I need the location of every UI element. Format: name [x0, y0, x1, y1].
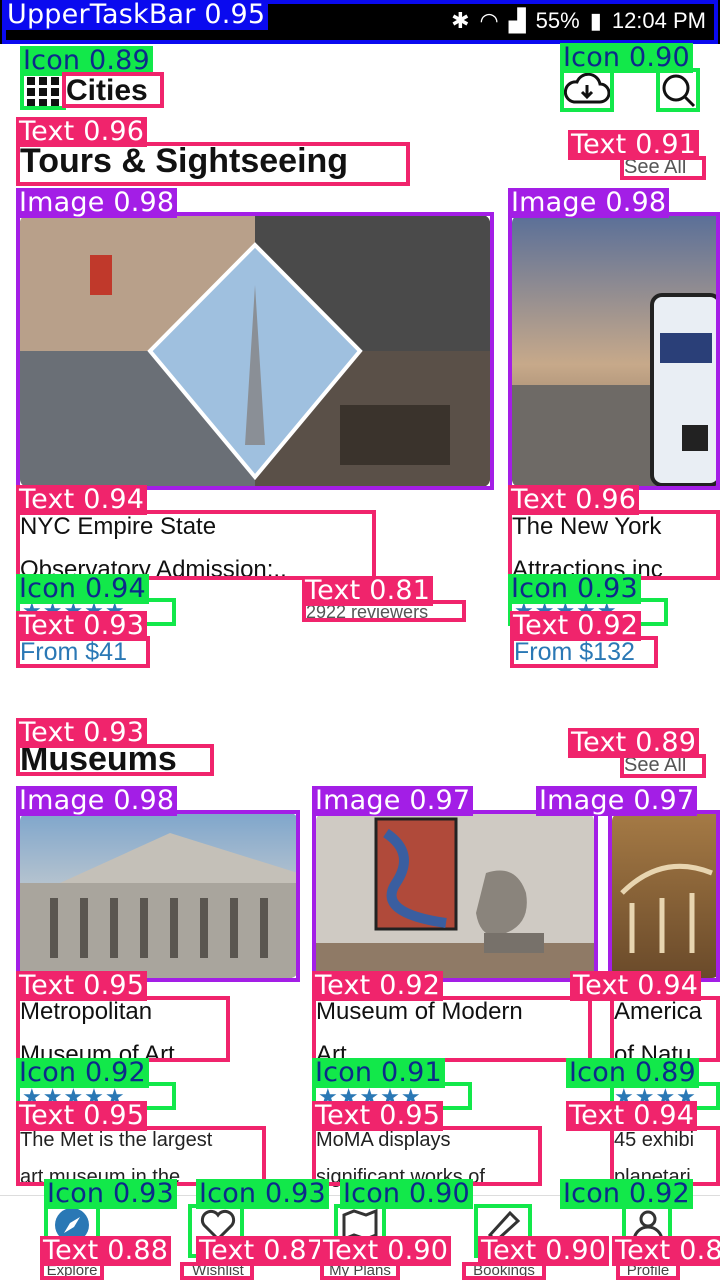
- tours-see-all-link[interactable]: See All: [624, 156, 687, 178]
- detection-label: Text 0.91: [568, 130, 700, 160]
- wifi-icon: ◠: [479, 8, 499, 33]
- museum-description-line: The Met is the largest: [20, 1129, 213, 1151]
- detection-label: Icon 0.94: [16, 574, 149, 604]
- detection-label: Text 0.92: [312, 971, 444, 1001]
- natural-history-image[interactable]: [612, 813, 720, 978]
- detection-label: Text 0.96: [508, 485, 640, 515]
- grid-menu-icon[interactable]: [24, 74, 62, 108]
- detection-label: UpperTaskBar 0.95: [4, 0, 269, 30]
- location-title[interactable]: Cities: [66, 74, 148, 107]
- detection-label: Text 0.94: [566, 1101, 698, 1131]
- bluetooth-icon: ✱: [451, 8, 470, 33]
- tab-wishlist[interactable]: [186, 1205, 250, 1249]
- museum-card-title-line: Museum of Modern: [316, 998, 523, 1025]
- detection-label: Text 0.93: [16, 718, 148, 748]
- detection-label: Text 0.87: [612, 1236, 720, 1266]
- detection-label: Text 0.89: [568, 728, 700, 758]
- search-icon[interactable]: [658, 70, 698, 110]
- detection-label: Icon 0.89: [566, 1058, 699, 1088]
- status-bar: ✱ ◠ ▟ 55% ▮ 12:04 PM: [0, 0, 720, 44]
- detection-label: Text 0.96: [16, 117, 148, 147]
- detection-label: Icon 0.91: [312, 1058, 445, 1088]
- status-icons: ✱ ◠ ▟ 55% ▮ 12:04 PM: [451, 8, 706, 34]
- empire-state-image[interactable]: [20, 215, 490, 487]
- detection-label: Icon 0.90: [560, 43, 693, 73]
- detection-label: Image 0.98: [508, 188, 670, 218]
- tab-explore[interactable]: [40, 1205, 104, 1249]
- museums-see-all-link[interactable]: See All: [624, 754, 687, 776]
- person-icon: [632, 1210, 664, 1242]
- detection-label: Icon 0.89: [20, 46, 153, 76]
- detection-label: Image 0.97: [312, 786, 474, 816]
- detection-label: Text 0.90: [320, 1236, 452, 1266]
- museum-description-line: MoMA displays: [316, 1129, 451, 1151]
- detection-label: Text 0.87: [196, 1236, 328, 1266]
- cloud-download-icon[interactable]: [562, 70, 612, 110]
- tour-card-title-line: The New York: [512, 513, 662, 540]
- clock: 12:04 PM: [611, 8, 706, 33]
- detection-label: Image 0.98: [16, 786, 178, 816]
- detection-label: Text 0.93: [16, 611, 148, 641]
- detection-label: Text 0.81: [302, 576, 434, 606]
- detection-label: Text 0.88: [40, 1236, 172, 1266]
- moma-image[interactable]: [316, 813, 594, 978]
- tab-label-profile: Profile: [626, 1262, 670, 1279]
- detection-label: Icon 0.90: [340, 1179, 473, 1209]
- detection-label: Icon 0.92: [16, 1058, 149, 1088]
- detection-label: Text 0.94: [16, 485, 148, 515]
- heart-icon: [200, 1209, 236, 1242]
- new-york-pass-image[interactable]: [512, 215, 720, 487]
- museum-card-title-line: Metropolitan: [20, 998, 153, 1025]
- detection-label: Icon 0.93: [44, 1179, 177, 1209]
- detection-label: Text 0.95: [16, 971, 148, 1001]
- detection-label: Text 0.90: [478, 1236, 610, 1266]
- battery-percent: 55%: [535, 8, 580, 33]
- tab-label-my-plans: My Plans: [329, 1262, 391, 1279]
- museum-card-title-line: America: [614, 998, 703, 1025]
- met-museum-image[interactable]: [20, 813, 298, 978]
- tab-profile[interactable]: [616, 1205, 680, 1249]
- tour-price: From $132: [514, 638, 635, 666]
- museum-description-line: 45 exhibi: [614, 1129, 695, 1151]
- tab-label-bookings: Bookings: [473, 1262, 535, 1279]
- tour-price: From $41: [20, 638, 127, 666]
- detection-label: Icon 0.92: [560, 1179, 693, 1209]
- detection-label: Text 0.92: [510, 611, 642, 641]
- tab-label-explore: Explore: [46, 1262, 98, 1279]
- signal-icon: ▟: [508, 8, 526, 33]
- detection-label: Icon 0.93: [508, 574, 641, 604]
- tab-label-wishlist: Wishlist: [192, 1262, 244, 1279]
- tours-heading: Tours & Sightseeing: [20, 142, 349, 180]
- compass-icon: [55, 1208, 89, 1242]
- detection-label: Text 0.95: [16, 1101, 148, 1131]
- detection-label: Image 0.98: [16, 188, 178, 218]
- detection-label: Image 0.97: [536, 786, 698, 816]
- reviews-count: 2922 reviewers: [306, 602, 429, 622]
- tour-card-title-line: NYC Empire State: [20, 513, 217, 540]
- detection-label: Icon 0.93: [196, 1179, 329, 1209]
- detection-label: Text 0.94: [570, 971, 702, 1001]
- detection-label: Text 0.95: [312, 1101, 444, 1131]
- battery-icon: ▮: [589, 8, 602, 33]
